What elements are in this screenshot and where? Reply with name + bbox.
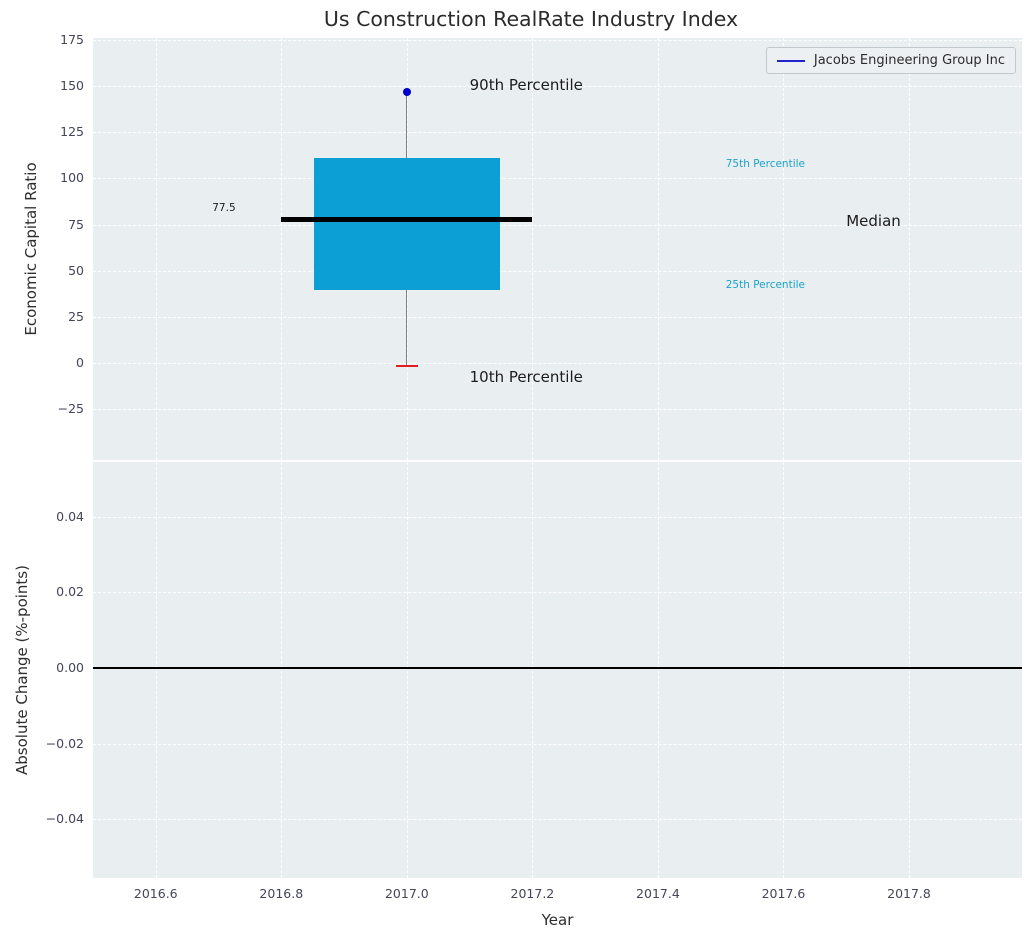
x-tick-label: 2017.2 xyxy=(510,886,555,901)
annotation-75th-percentile: 75th Percentile xyxy=(725,158,805,171)
legend-line-sample xyxy=(776,59,805,62)
annotation-median-value: 77.5 xyxy=(212,201,236,214)
x-tick-label: 2017.4 xyxy=(636,886,680,901)
grid-line-horizontal xyxy=(93,743,1022,745)
grid-line-horizontal xyxy=(93,86,1022,88)
grid-line-horizontal xyxy=(93,132,1022,134)
y-tick-label: 0.00 xyxy=(56,660,84,676)
grid-line-vertical xyxy=(783,462,785,878)
grid-line-horizontal xyxy=(93,224,1022,226)
y-tick-label: −0.02 xyxy=(45,735,84,751)
x-tick-label: 2017.0 xyxy=(384,886,429,901)
grid-line-horizontal xyxy=(93,270,1022,272)
y-tick-label: 175 xyxy=(60,31,84,47)
chart-title: Us Construction RealRate Industry Index xyxy=(323,7,739,31)
p90-marker xyxy=(402,87,411,96)
grid-line-vertical xyxy=(406,462,408,878)
legend-label: Jacobs Engineering Group Inc xyxy=(813,53,1005,68)
grid-line-horizontal xyxy=(93,819,1022,821)
grid-line-vertical xyxy=(532,462,534,878)
grid-line-vertical xyxy=(909,462,910,878)
y-tick-label: 0.02 xyxy=(56,584,84,600)
grid-line-vertical xyxy=(657,38,659,460)
grid-line-horizontal xyxy=(93,516,1022,518)
grid-line-vertical xyxy=(783,38,785,460)
grid-line-vertical xyxy=(532,38,534,460)
x-tick-label: 2017.6 xyxy=(761,886,806,901)
x-tick-label: 2017.8 xyxy=(887,886,931,901)
y-tick-label: 100 xyxy=(60,170,84,186)
median-line xyxy=(281,217,533,223)
y-tick-label: −0.04 xyxy=(45,811,84,827)
bottom-plot-area xyxy=(93,462,1022,878)
y-tick-label: 0.04 xyxy=(56,508,84,524)
y-tick-label: 25 xyxy=(68,308,84,324)
y-tick-label: 125 xyxy=(60,124,84,140)
grid-line-vertical xyxy=(281,462,283,878)
grid-line-horizontal xyxy=(93,592,1022,594)
y-tick-label: 75 xyxy=(68,216,84,232)
annotation-10th-percentile: 10th Percentile xyxy=(469,367,583,386)
grid-line-horizontal xyxy=(93,363,1022,365)
x-axis-label: Year xyxy=(541,911,574,929)
annotation-90th-percentile: 90th Percentile xyxy=(469,75,583,94)
top-plot-area xyxy=(93,38,1022,460)
grid-line-vertical xyxy=(281,38,283,460)
grid-line-horizontal xyxy=(93,409,1022,411)
iqr-box xyxy=(313,158,500,291)
x-tick-label: 2016.6 xyxy=(133,886,178,901)
grid-line-horizontal xyxy=(93,178,1022,180)
p10-cap xyxy=(395,364,418,368)
y-tick-label: −25 xyxy=(57,401,84,417)
legend: Jacobs Engineering Group Inc xyxy=(765,47,1016,74)
grid-line-horizontal xyxy=(93,39,1022,41)
annotation-25th-percentile: 25th Percentile xyxy=(725,279,805,292)
grid-line-vertical xyxy=(657,462,659,878)
grid-line-vertical xyxy=(909,38,910,460)
y-tick-label: 50 xyxy=(68,262,84,278)
y-tick-label: 150 xyxy=(60,78,84,94)
annotation-median: Median xyxy=(846,211,901,230)
y-tick-label: 0 xyxy=(76,355,84,371)
grid-line-horizontal xyxy=(93,316,1022,318)
grid-line-vertical xyxy=(155,38,157,460)
grid-line-vertical xyxy=(155,462,157,878)
x-tick-label: 2016.8 xyxy=(259,886,304,901)
zero-line xyxy=(93,667,1022,669)
